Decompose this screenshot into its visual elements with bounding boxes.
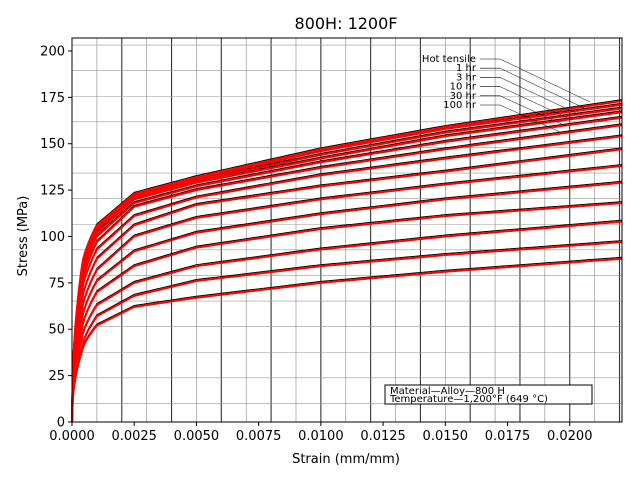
series-line-7 [71,148,623,423]
series-line-3 [71,220,623,423]
y-tick-label: 125 [40,184,65,199]
x-tick-label: 0.0025 [111,429,157,444]
info-box: Material—Alloy—800 HTemperature—1,200°F … [384,384,593,405]
reference-curve-10 [71,115,623,421]
y-tick-label: 175 [40,91,65,106]
x-tick-label: 0.0075 [236,429,282,444]
leader-line [499,77,579,115]
chart-title: 800H: 1200F [295,14,398,33]
y-tick-label: 50 [48,323,65,338]
x-tick-label: 0.0150 [423,429,469,444]
series-line-9 [71,124,623,423]
leader-line [499,67,585,109]
series-line-2 [71,241,623,423]
data-series [71,100,623,423]
info-box-line-1: Material—Alloy—800 H [390,386,505,397]
x-tick-label: 0.0200 [547,429,593,444]
x-axis-ticks: 0.0000 0.0025 0.0050 0.0075 0.0100 0.0125 0.01… [49,422,592,444]
y-tick-label: 25 [48,369,65,384]
series-line-8 [71,135,623,423]
curve-label-4: 10 hr [450,82,477,93]
x-tick-label: 0.0175 [485,429,531,444]
series-line-4 [71,202,623,423]
leader-line [499,58,591,103]
plot-frame [71,37,623,423]
leader-line [499,95,567,127]
x-axis-label: Strain (mm/mm) [292,452,400,467]
reference-curve-6 [71,164,623,421]
y-tick-label: 200 [40,44,65,59]
info-box-line-2: Temperature—1,200°F (649 °C) [389,394,548,405]
info-box-frame [384,384,593,405]
series-line-1 [71,257,623,423]
x-tick-label: 0.0050 [174,429,220,444]
curve-label-1: Hot tensile [422,54,476,65]
series-line-14 [71,100,623,423]
curve-label-6: 100 hr [443,100,477,111]
curve-label-3: 3 hr [456,72,477,83]
y-tick-label: 75 [48,276,65,291]
y-tick-label: 0 [57,416,65,431]
y-tick-label: 150 [40,137,65,152]
x-tick-label: 0.0125 [360,429,406,444]
x-tick-label: 0.0100 [298,429,344,444]
series-line-5 [71,181,623,423]
x-tick-label: 0.0000 [49,429,95,444]
y-axis-ticks: 0 25 50 75 100 125 150 175 200 [40,44,72,431]
curve-label-5: 30 hr [450,91,477,102]
leader-line [499,104,561,133]
curve-label-2: 1 hr [456,63,477,74]
reference-curve-9 [71,123,623,421]
leader-line [499,86,573,121]
series-line-6 [71,165,623,423]
y-tick-label: 100 [40,230,65,245]
y-axis-label: Stress (MPa) [16,196,31,277]
